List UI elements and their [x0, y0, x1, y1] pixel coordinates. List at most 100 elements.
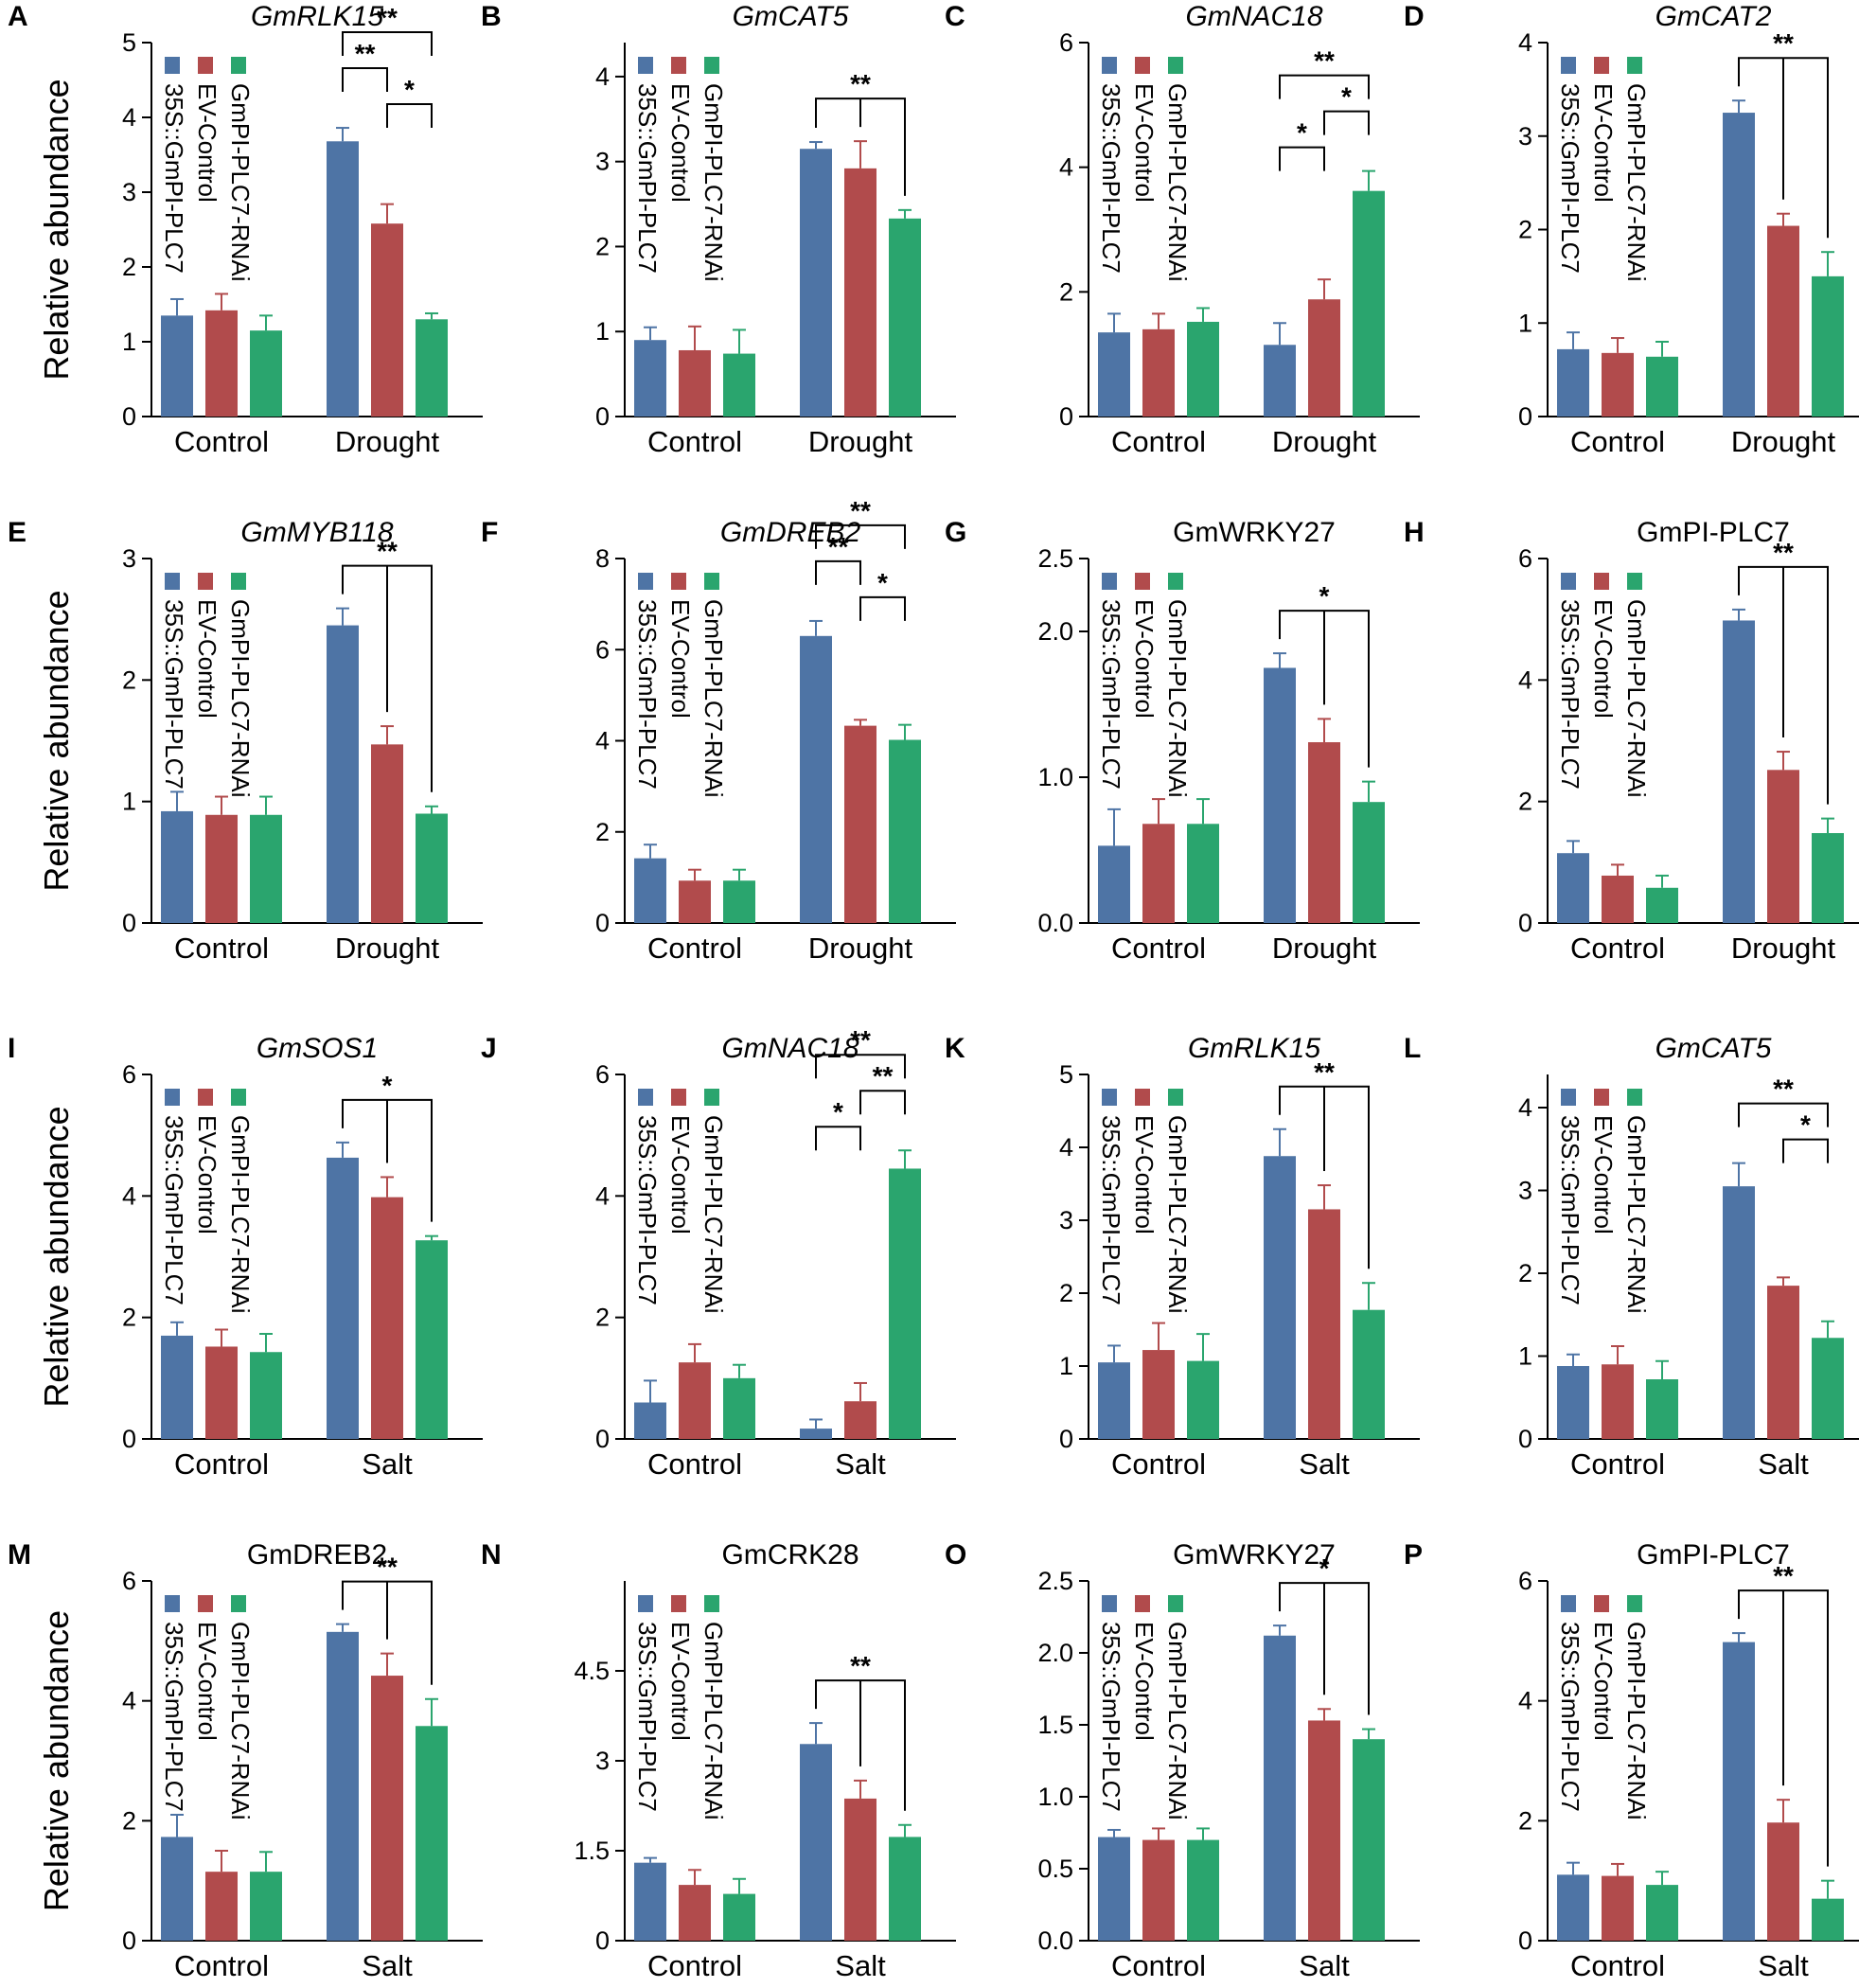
bar-salt-series-2 — [371, 1197, 403, 1439]
bar-salt-series-2 — [1767, 1286, 1799, 1439]
y-tick-label: 1 — [1059, 1352, 1073, 1380]
y-tick-label: 2 — [1059, 1279, 1073, 1307]
legend-swatch — [704, 1089, 719, 1106]
bar-drought-series-2 — [371, 744, 403, 923]
y-tick-label: 1.0 — [1037, 1783, 1073, 1811]
legend-label: 35S::GmPI-PLC7 — [160, 83, 188, 274]
bar-control-series-3 — [250, 330, 282, 417]
significance-label: * — [1800, 1110, 1811, 1140]
bar-control-series-1 — [1098, 845, 1130, 923]
legend-swatch — [231, 57, 246, 74]
bar-control-series-1 — [634, 1402, 666, 1439]
y-tick-label: 0 — [595, 1926, 610, 1955]
bar-drought-series-2 — [371, 223, 403, 417]
panel-letter: O — [945, 1539, 966, 1571]
chart-title: GmCAT2 — [1655, 1, 1772, 32]
y-tick-label: 0 — [1059, 402, 1073, 431]
y-tick-label: 2 — [122, 666, 136, 694]
legend-label: 35S::GmPI-PLC7 — [633, 1115, 662, 1305]
chart-title: GmNAC18 — [1185, 1, 1322, 32]
y-axis-title: Relative abundance — [37, 1106, 76, 1407]
bar-control-series-1 — [1557, 853, 1589, 923]
y-tick-label: 2 — [1518, 788, 1532, 816]
x-category-label: Control — [647, 1447, 742, 1481]
bar-drought-series-2 — [844, 168, 876, 417]
significance-label: ** — [1773, 28, 1794, 58]
y-tick-label: 0 — [1518, 402, 1532, 431]
y-tick-label: 0 — [122, 1926, 136, 1955]
bar-salt-series-1 — [1723, 1642, 1755, 1941]
bar-drought-series-1 — [1264, 667, 1296, 923]
significance-label: ** — [377, 3, 398, 32]
legend-swatch — [1594, 1595, 1609, 1612]
chart-title: GmPI-PLC7 — [1637, 1539, 1790, 1571]
legend-swatch — [671, 1595, 686, 1612]
legend-label: EV-Control — [193, 599, 221, 719]
significance-label: * — [833, 1097, 843, 1127]
bar-salt-series-3 — [1812, 1338, 1844, 1439]
legend-swatch — [1627, 1595, 1642, 1612]
bar-salt-series-1 — [327, 1631, 359, 1941]
bar-drought-series-3 — [1353, 190, 1385, 417]
x-category-label: Control — [1570, 932, 1665, 965]
legend-label: GmPI-PLC7-RNAi — [1163, 1622, 1192, 1819]
panel-letter: K — [945, 1033, 965, 1064]
y-tick-label: 4 — [1518, 1687, 1532, 1715]
legend-label: GmPI-PLC7-RNAi — [226, 1115, 255, 1313]
bar-control-series-2 — [1602, 1875, 1634, 1941]
x-category-label: Control — [174, 932, 269, 965]
x-category-label: Salt — [1299, 1447, 1350, 1481]
x-category-label: Control — [647, 425, 742, 458]
bar-salt-series-1 — [1264, 1156, 1296, 1439]
legend-label: 35S::GmPI-PLC7 — [160, 1115, 188, 1305]
x-category-label: Salt — [362, 1447, 413, 1481]
x-category-label: Drought — [1731, 425, 1836, 458]
legend-label: 35S::GmPI-PLC7 — [1556, 599, 1585, 790]
bar-control-series-1 — [1098, 1837, 1130, 1941]
bar-control-series-3 — [723, 880, 755, 923]
legend-swatch — [638, 573, 653, 590]
y-tick-label: 1 — [595, 317, 610, 346]
legend-label: EV-Control — [666, 1115, 695, 1234]
legend-label: 35S::GmPI-PLC7 — [633, 83, 662, 274]
panel-letter: H — [1404, 517, 1425, 548]
x-category-label: Drought — [808, 932, 913, 965]
significance-label: * — [877, 568, 888, 597]
significance-label: ** — [1773, 1561, 1794, 1590]
y-tick-label: 1 — [122, 788, 136, 816]
bar-control-series-2 — [205, 1872, 238, 1941]
bar-drought-series-3 — [889, 218, 921, 417]
legend-label: EV-Control — [193, 1115, 221, 1234]
y-tick-label: 1 — [122, 328, 136, 356]
panel-letter: M — [8, 1539, 31, 1571]
legend-swatch — [1102, 57, 1117, 74]
chart-title: GmWRKY27 — [1173, 517, 1336, 548]
bar-salt-series-3 — [1353, 1309, 1385, 1439]
chart-title: GmWRKY27 — [1173, 1539, 1336, 1571]
bar-control-series-3 — [1646, 356, 1678, 417]
y-tick-label: 3 — [122, 544, 136, 573]
significance-bracket — [815, 559, 861, 585]
bar-control-series-1 — [1098, 1362, 1130, 1439]
legend-label: EV-Control — [1130, 599, 1159, 719]
y-tick-label: 2 — [1518, 1806, 1532, 1835]
x-category-label: Control — [1111, 932, 1206, 965]
bar-control-series-3 — [250, 1352, 282, 1439]
y-tick-label: 4 — [595, 1181, 610, 1210]
y-tick-label: 2 — [595, 232, 610, 260]
bar-control-series-3 — [1187, 1360, 1219, 1439]
legend-label: GmPI-PLC7-RNAi — [1622, 1622, 1651, 1819]
legend-swatch — [165, 573, 180, 590]
panel-letter: N — [481, 1539, 502, 1571]
bar-control-series-3 — [1646, 1379, 1678, 1439]
y-tick-label: 0 — [595, 909, 610, 937]
legend-swatch — [1168, 1089, 1183, 1106]
y-tick-label: 6 — [1059, 28, 1073, 57]
y-tick-label: 4 — [595, 62, 610, 91]
x-category-label: Drought — [1272, 932, 1377, 965]
significance-label: ** — [850, 1651, 871, 1680]
x-category-label: Drought — [1272, 425, 1377, 458]
